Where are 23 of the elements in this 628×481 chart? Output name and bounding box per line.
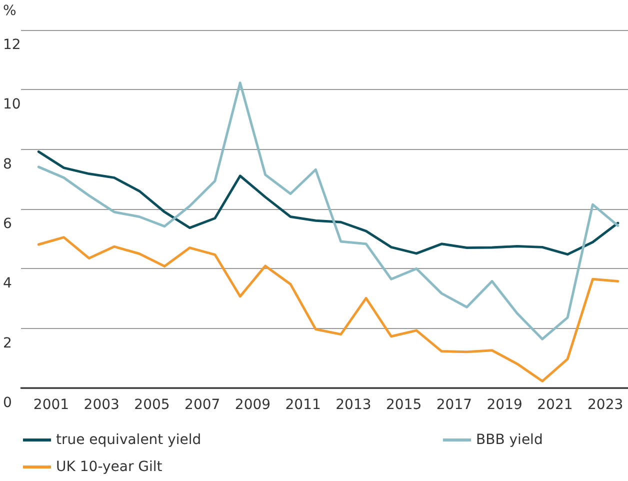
y-tick-label: 0 [3,395,12,411]
x-tick-label: 2015 [386,397,422,413]
legend-label: BBB yield [476,432,543,448]
x-tick-label: 2009 [234,397,271,413]
x-tick-label: 2019 [486,397,522,413]
x-tick-label: 2003 [84,397,120,413]
y-tick-label: 8 [3,156,12,172]
x-tick-label: 2023 [588,397,624,413]
x-tick-label: 2005 [134,397,170,413]
x-tick-label: 2013 [336,397,372,413]
x-tick-label: 2021 [537,397,573,413]
y-tick-label: 10 [3,96,21,113]
y-tick-label: 6 [3,216,12,232]
x-tick-label: 2017 [436,397,472,413]
x-tick-label: 2007 [184,397,220,413]
y-tick-label: 4 [3,276,12,292]
y-axis-title: % [3,3,16,19]
x-tick-label: 2001 [33,397,70,413]
legend-label: true equivalent yield [56,432,202,448]
y-tick-label: 2 [3,335,12,352]
x-tick-label: 2011 [285,397,321,413]
y-tick-label: 12 [3,37,21,53]
legend-label: UK 10-year Gilt [56,459,163,475]
